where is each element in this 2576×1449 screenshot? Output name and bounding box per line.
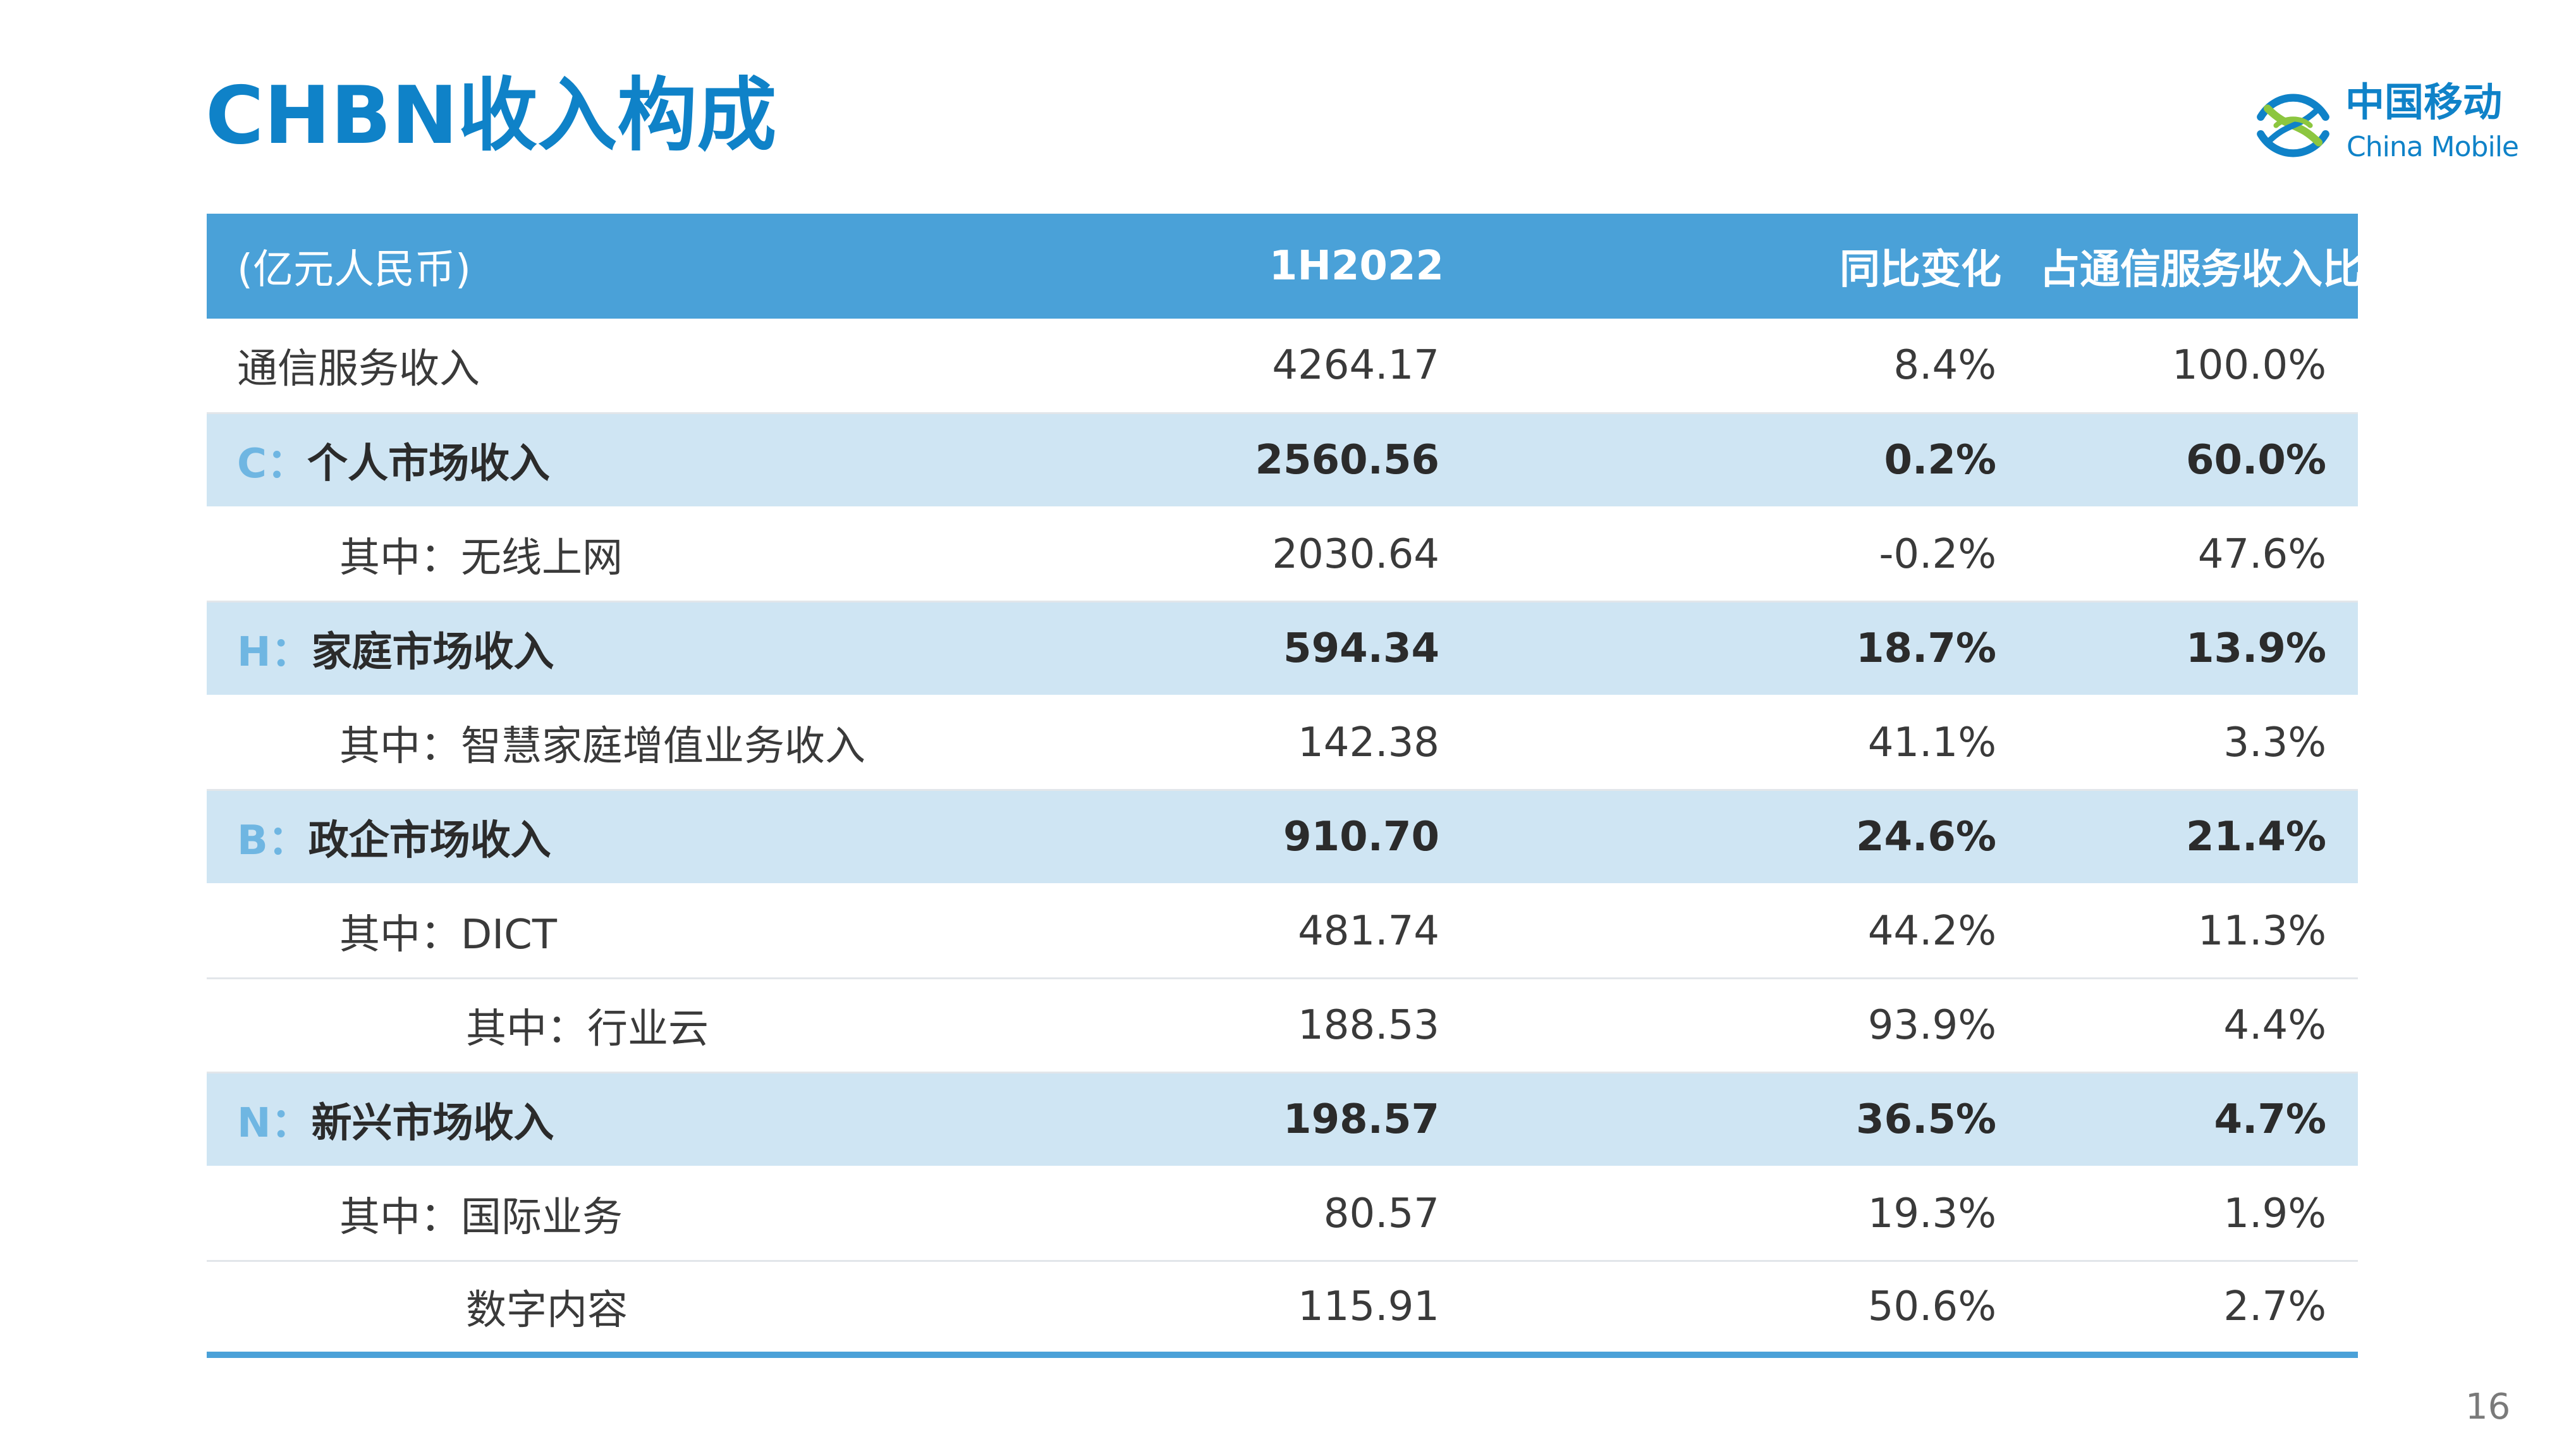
revenue-share: 2.7%	[2223, 1283, 2326, 1330]
yoy-change: 50.6%	[1867, 1283, 1996, 1330]
table-body: 通信服务收入 4264.17 8.4% 100.0% C：个人市场收入 2560.56 0.…	[207, 319, 2358, 1355]
row-label-cell: 其中：国际业务	[207, 1166, 1114, 1261]
yoy-change: 0.2%	[1884, 436, 1997, 484]
revenue-value: 115.91	[1298, 1283, 1439, 1330]
row-label-cell: 其中：DICT	[207, 884, 1114, 978]
segment-prefix: H：	[237, 628, 312, 676]
china-mobile-logo-icon	[2257, 94, 2329, 157]
row-label: 通信服务收入	[237, 345, 480, 393]
row-label: 其中：智慧家庭增值业务收入	[339, 723, 865, 770]
revenue-share: 47.6%	[2197, 530, 2326, 578]
header-share: 占通信服务收入比	[2039, 247, 2363, 293]
logo-chinese-text: 中国移动	[2345, 79, 2503, 125]
row-label-cell: 数字内容	[207, 1261, 1114, 1355]
row-label-cell: 其中：行业云	[207, 978, 1114, 1072]
revenue-share: 60.0%	[2185, 436, 2326, 484]
table-row: 其中：行业云 188.53 93.9% 4.4%	[207, 978, 2358, 1072]
yoy-change: 44.2%	[1867, 907, 1996, 955]
revenue-value: 481.74	[1298, 907, 1439, 955]
row-label: 数字内容	[466, 1287, 628, 1334]
table-row: 数字内容 115.91 50.6% 2.7%	[207, 1261, 2358, 1355]
row-label: 新兴市场收入	[311, 1099, 554, 1147]
row-label-cell: N：新兴市场收入	[207, 1072, 1114, 1166]
revenue-value: 188.53	[1298, 1001, 1439, 1049]
revenue-value: 4264.17	[1272, 341, 1439, 389]
revenue-share: 4.7%	[2214, 1096, 2327, 1143]
row-label: 其中：无线上网	[339, 534, 623, 582]
row-label-cell: 通信服务收入	[207, 319, 1114, 413]
row-label: 其中：行业云	[466, 1005, 709, 1053]
row-label: 个人市场收入	[307, 440, 550, 487]
yoy-change: 8.4%	[1893, 341, 1996, 389]
revenue-value: 910.70	[1283, 813, 1439, 860]
table-row: 其中：DICT 481.74 44.2% 11.3%	[207, 884, 2358, 978]
row-label-cell: H：家庭市场收入	[207, 601, 1114, 695]
table-row: 其中：无线上网 2030.64 -0.2% 47.6%	[207, 507, 2358, 601]
table-row: N：新兴市场收入 198.57 36.5% 4.7%	[207, 1072, 2358, 1166]
revenue-value: 2030.64	[1272, 530, 1439, 578]
revenue-value: 198.57	[1283, 1096, 1439, 1143]
header-period: 1H2022	[1269, 243, 1444, 290]
revenue-share: 11.3%	[2197, 907, 2326, 955]
page-title: CHBN收入构成	[205, 69, 777, 162]
row-label: 家庭市场收入	[311, 628, 554, 676]
table-row: B：政企市场收入 910.70 24.6% 21.4%	[207, 790, 2358, 884]
segment-prefix: C：	[237, 440, 307, 487]
segment-prefix: N：	[237, 1099, 312, 1147]
row-label-cell: C：个人市场收入	[207, 413, 1114, 507]
revenue-value: 2560.56	[1255, 436, 1440, 484]
yoy-change: 41.1%	[1867, 719, 1996, 766]
table-row: H：家庭市场收入 594.34 18.7% 13.9%	[207, 601, 2358, 695]
revenue-share: 21.4%	[2185, 813, 2326, 860]
yoy-change: -0.2%	[1879, 530, 1996, 578]
revenue-table: (亿元人民币) 1H2022 同比变化 占通信服务收入比 通信服务收入 4264.…	[207, 214, 2363, 1358]
revenue-share: 3.3%	[2223, 719, 2326, 766]
row-label: 其中：国际业务	[339, 1194, 623, 1241]
page-number: 16	[2465, 1386, 2511, 1428]
yoy-change: 36.5%	[1855, 1096, 1996, 1143]
row-label-cell: 其中：智慧家庭增值业务收入	[207, 695, 1114, 790]
table-row: 其中：智慧家庭增值业务收入 142.38 41.1% 3.3%	[207, 695, 2358, 790]
yoy-change: 19.3%	[1867, 1190, 1996, 1237]
row-label-cell: B：政企市场收入	[207, 790, 1114, 884]
table-row: 其中：国际业务 80.57 19.3% 1.9%	[207, 1166, 2358, 1261]
yoy-change: 93.9%	[1867, 1001, 1996, 1049]
row-label: 政企市场收入	[308, 817, 551, 864]
row-label: 其中：DICT	[339, 911, 557, 958]
row-label-cell: 其中：无线上网	[207, 507, 1114, 601]
company-logo: 中国移动 China Mobile	[2250, 79, 2519, 174]
yoy-change: 24.6%	[1855, 813, 1996, 860]
revenue-value: 594.34	[1283, 625, 1439, 672]
logo-english-text: China Mobile	[2347, 131, 2519, 163]
table-row: C：个人市场收入 2560.56 0.2% 60.0%	[207, 413, 2358, 507]
revenue-value: 80.57	[1323, 1190, 1439, 1237]
revenue-value: 142.38	[1298, 719, 1439, 766]
revenue-share: 100.0%	[2171, 341, 2326, 389]
revenue-share: 13.9%	[2185, 625, 2326, 672]
header-unit: (亿元人民币)	[237, 247, 471, 293]
yoy-change: 18.7%	[1855, 625, 1996, 672]
revenue-share: 4.4%	[2223, 1001, 2326, 1049]
header-yoy: 同比变化	[1840, 247, 2001, 293]
segment-prefix: B：	[237, 817, 308, 864]
table-row: 通信服务收入 4264.17 8.4% 100.0%	[207, 319, 2358, 413]
table-header-row: (亿元人民币) 1H2022 同比变化 占通信服务收入比	[207, 214, 2363, 319]
revenue-share: 1.9%	[2223, 1190, 2326, 1237]
